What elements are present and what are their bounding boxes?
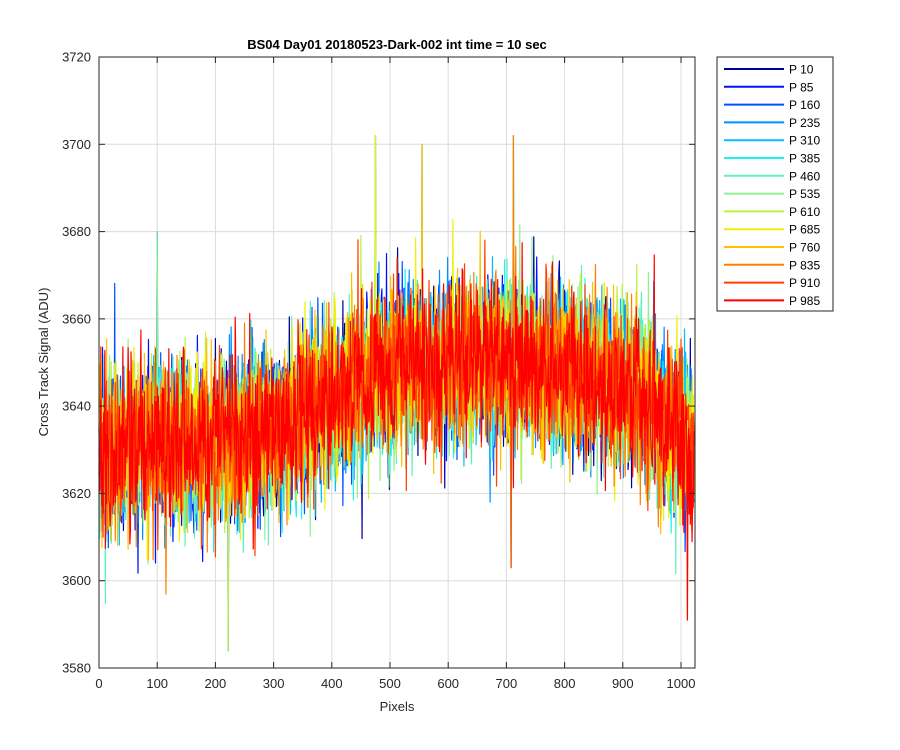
legend-entry: P 85 — [724, 80, 814, 94]
legend-label: P 160 — [789, 98, 820, 112]
legend-label: P 235 — [789, 116, 820, 130]
tick-marks — [98, 56, 695, 669]
legend-label: P 685 — [789, 223, 820, 237]
legend-box — [716, 56, 834, 312]
x-tick-label: 700 — [496, 676, 518, 691]
legend-entry: P 835 — [724, 258, 820, 272]
y-tick-label: 3580 — [62, 661, 91, 676]
legend-entries: P 10 P 85 P 160 P 235 P 310 P 385 P 460 P 535 P … — [724, 63, 820, 308]
y-tick-label: 3600 — [62, 573, 91, 588]
legend-label: P 910 — [789, 276, 820, 290]
legend-label: P 310 — [789, 134, 820, 148]
legend-entry: P 310 — [724, 134, 820, 148]
plot-area: 0 100 200 300 400 500 600 700 800 900 1000 3580 360… — [62, 50, 696, 691]
legend-label: P 10 — [789, 63, 814, 77]
y-tick-label: 3640 — [62, 399, 91, 414]
legend-label: P 385 — [789, 152, 820, 166]
legend-label: P 760 — [789, 241, 820, 255]
x-tick-label: 0 — [95, 676, 102, 691]
x-tick-label: 100 — [146, 676, 168, 691]
series-line-p-985 — [98, 242, 696, 621]
legend-label: P 535 — [789, 187, 820, 201]
legend: P 10 P 85 P 160 P 235 P 310 P 385 P 460 P 535 P … — [716, 56, 834, 312]
legend-entry: P 160 — [724, 98, 820, 112]
y-axis-label: Cross Track Signal (ADU) — [36, 288, 51, 437]
y-tick-label: 3720 — [62, 50, 91, 65]
x-tick-label: 300 — [263, 676, 285, 691]
legend-label: P 85 — [789, 80, 814, 94]
legend-entry: P 910 — [724, 276, 820, 290]
legend-label: P 610 — [789, 205, 820, 219]
x-axis-label: Pixels — [380, 699, 415, 714]
x-tick-labels: 0 100 200 300 400 500 600 700 800 900 1000 — [95, 676, 695, 691]
x-tick-label: 800 — [554, 676, 576, 691]
y-tick-label: 3620 — [62, 486, 91, 501]
y-tick-label: 3700 — [62, 137, 91, 152]
legend-label: P 460 — [789, 169, 820, 183]
chart-title: BS04 Day01 20180523-Dark-002 int time = … — [247, 37, 547, 52]
x-tick-label: 400 — [321, 676, 343, 691]
legend-entry: P 235 — [724, 116, 820, 130]
y-tick-label: 3680 — [62, 224, 91, 239]
legend-label: P 985 — [789, 294, 820, 308]
x-tick-label: 900 — [612, 676, 634, 691]
legend-label: P 835 — [789, 258, 820, 272]
legend-entry: P 610 — [724, 205, 820, 219]
legend-entry: P 760 — [724, 241, 820, 255]
axes-box — [98, 56, 696, 669]
x-tick-label: 1000 — [667, 676, 696, 691]
legend-entry: P 10 — [724, 63, 814, 77]
y-tick-label: 3660 — [62, 311, 91, 326]
legend-entry: P 535 — [724, 187, 820, 201]
x-tick-label: 200 — [205, 676, 227, 691]
x-tick-label: 600 — [437, 676, 459, 691]
legend-entry: P 385 — [724, 152, 820, 166]
y-tick-labels: 3580 3600 3620 3640 3660 3680 3700 3720 — [62, 50, 91, 676]
legend-entry: P 460 — [724, 169, 820, 183]
series-lines — [98, 134, 696, 652]
x-tick-label: 500 — [379, 676, 401, 691]
legend-entry: P 985 — [724, 294, 820, 308]
legend-entry: P 685 — [724, 223, 820, 237]
